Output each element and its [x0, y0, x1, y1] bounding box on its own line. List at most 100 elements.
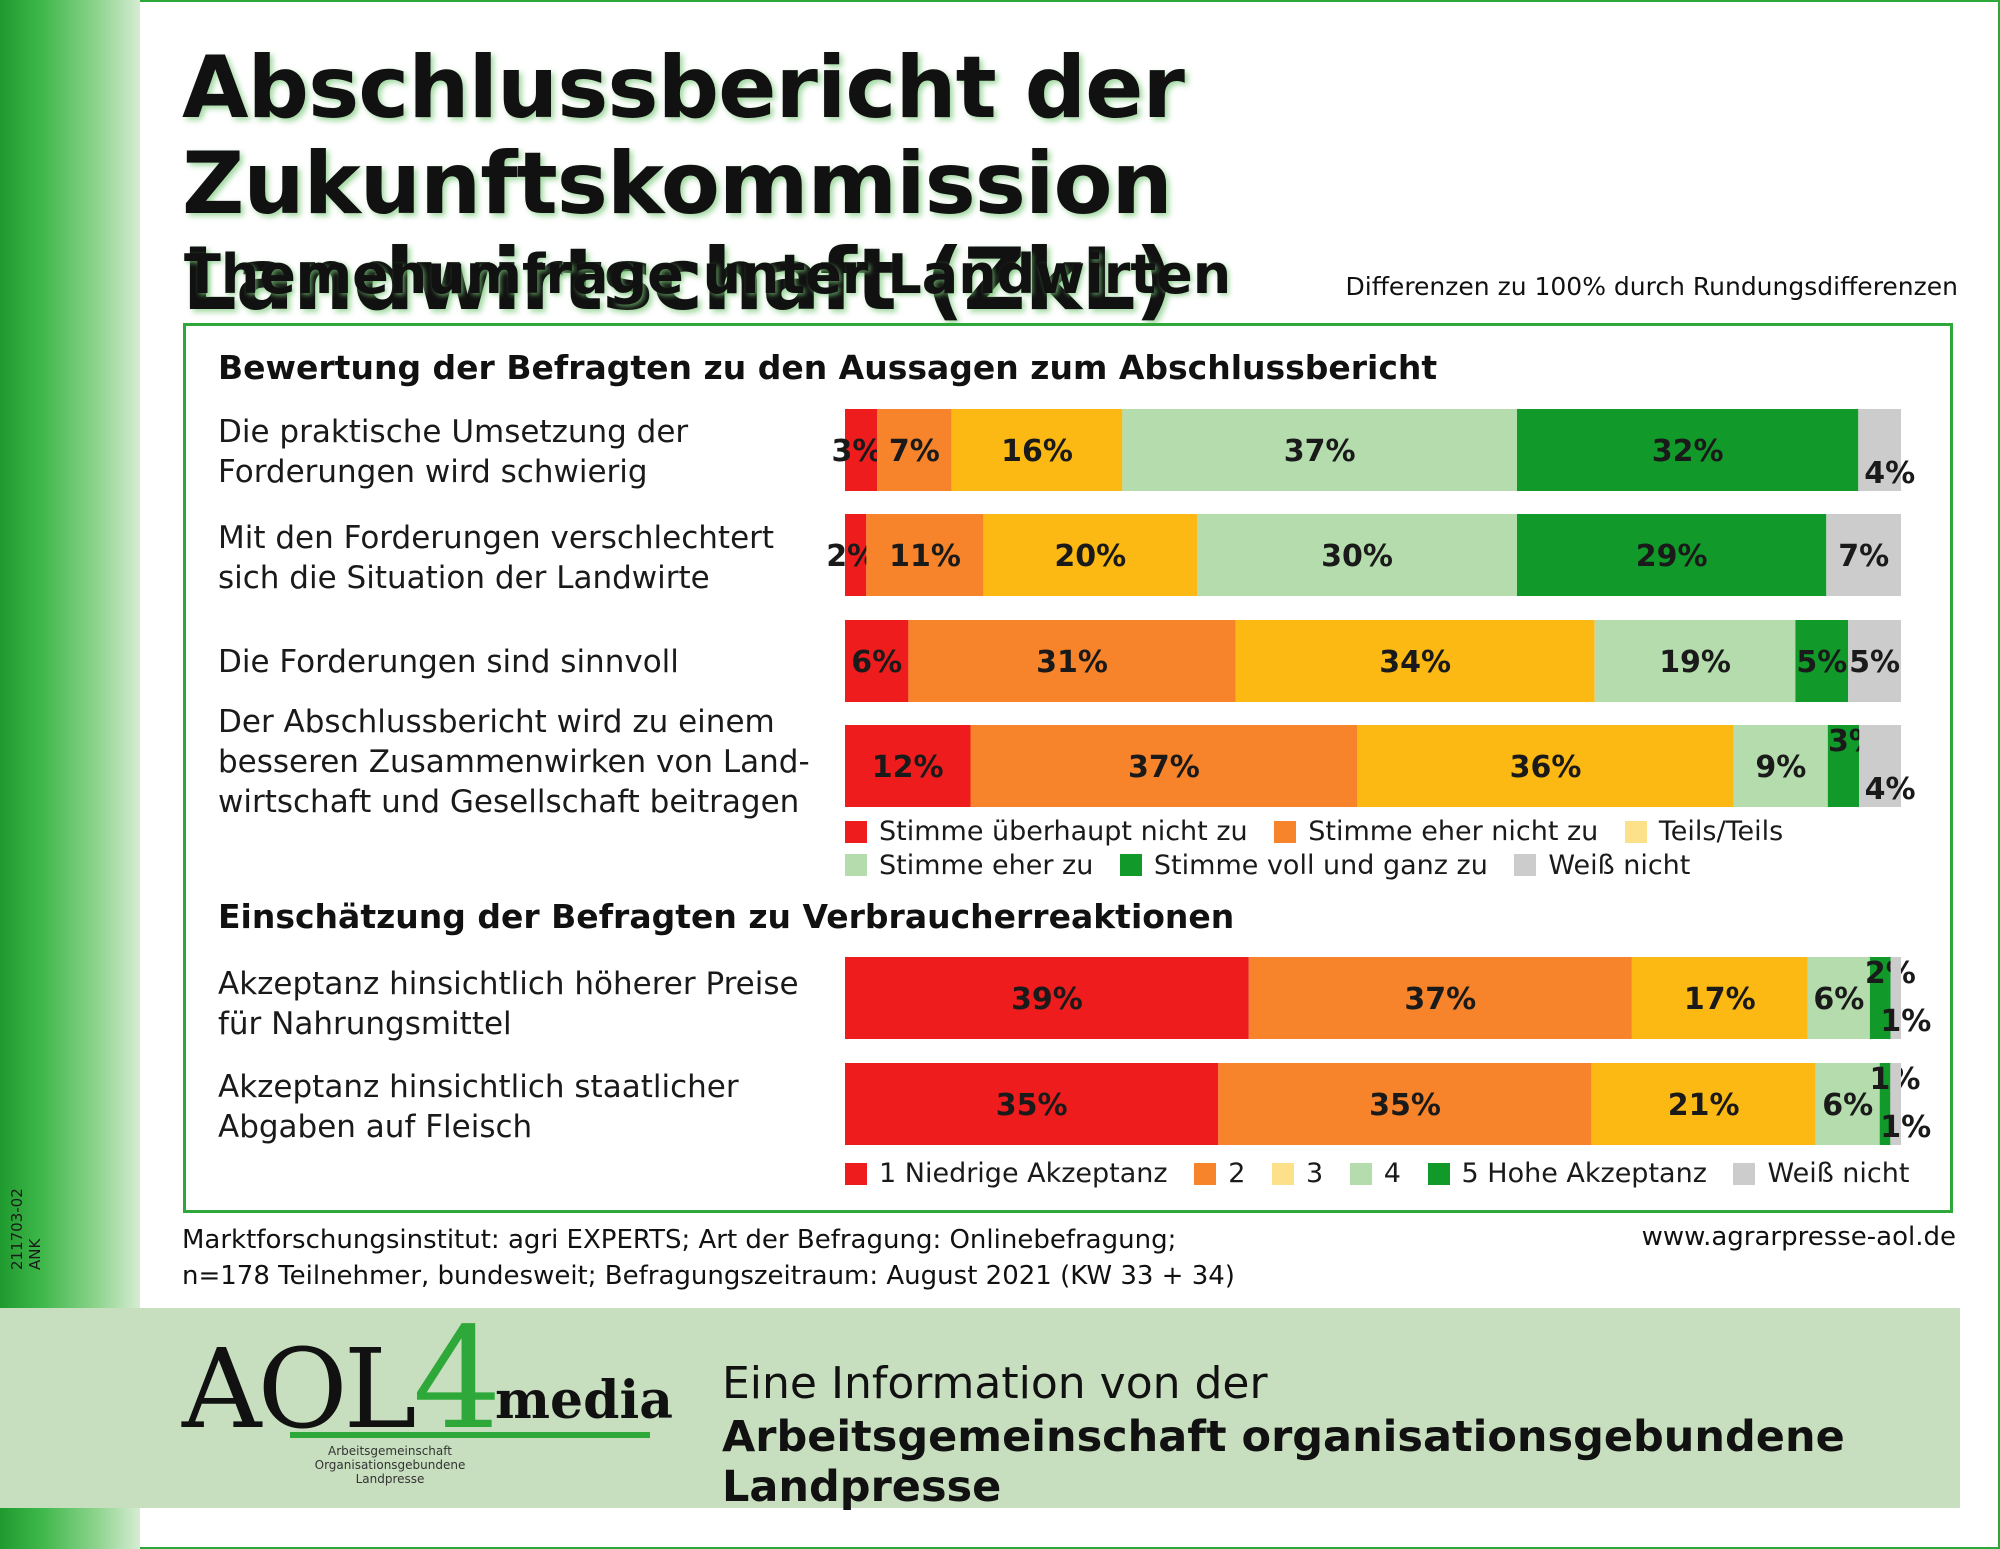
row-label-line: Der Abschlussbericht wird zu einem [218, 704, 775, 740]
row-label-line: besseren Zusammenwirken von Land- [218, 744, 810, 780]
row-label-line: Die Forderungen sind sinnvoll [218, 644, 679, 680]
website-link[interactable]: www.agrarpresse-aol.de [1641, 1222, 1956, 1252]
legend-label: 3 [1305, 1158, 1324, 1189]
source-line-2: n=178 Teilnehmer, bundesweit; Befragungs… [182, 1261, 1235, 1291]
bar-segment [1517, 514, 1827, 596]
bar-value-label: 6% [1822, 1088, 1873, 1123]
logo-subtext: Arbeitsgemeinschaft Organisationsgebunde… [290, 1444, 490, 1486]
legend-swatch [1427, 1162, 1450, 1185]
row-label-line: Forderungen wird schwierig [218, 454, 648, 490]
bar-value-label: 5% [1796, 645, 1847, 680]
row-label-line: sich die Situation der Landwirte [218, 560, 710, 596]
bar-segment [1218, 1063, 1592, 1145]
row-label-line: Abgaben auf Fleisch [218, 1109, 533, 1145]
legend-item: Teils/Teils [1624, 816, 1784, 847]
row-label-s1-0: Die praktische Umsetzung der Forderungen… [218, 412, 688, 492]
bar-value-label: 20% [1054, 539, 1126, 574]
bar-value-label: 19% [1659, 645, 1731, 680]
bar-value-label: 2% [1865, 956, 1916, 991]
bar-value-label: 1% [1880, 1110, 1931, 1145]
footer-line-1: Eine Information von der [722, 1358, 1268, 1409]
bar-value-label: 5% [1849, 645, 1900, 680]
bar-value-label: 17% [1684, 982, 1756, 1017]
bar-value-label: 39% [1011, 982, 1083, 1017]
bar-value-label: 35% [1369, 1088, 1441, 1123]
legend-label: 4 [1383, 1158, 1401, 1189]
bar-value-label: 9% [1755, 750, 1806, 785]
bar-segment [970, 725, 1358, 807]
bar-segment [1815, 1063, 1880, 1145]
legend-swatch [1624, 820, 1647, 843]
section-title-1: Bewertung der Befragten zu den Aussagen … [218, 348, 1438, 387]
bar-segment [845, 725, 971, 807]
bar-value-label: 12% [872, 750, 944, 785]
bar-value-label: 35% [996, 1088, 1068, 1123]
legend-label: 2 [1228, 1158, 1246, 1189]
legend-swatch [1194, 1162, 1217, 1185]
bar-value-label: 34% [1379, 645, 1451, 680]
bar-segment [1795, 620, 1849, 702]
legend-item: 1 Niedrige Akzeptanz [845, 1158, 1168, 1189]
bar-value-label: 30% [1321, 539, 1393, 574]
source-note: Marktforschungsinstitut: agri EXPERTS; A… [182, 1222, 1235, 1294]
row-label-line: Akzeptanz hinsichtlich staatlicher [218, 1069, 739, 1105]
bar-segment [1890, 1063, 1901, 1145]
bar-value-label: 37% [1128, 750, 1200, 785]
row-label-s1-3: Der Abschlussbericht wird zu einem besse… [218, 702, 810, 822]
row-label-line: für Nahrungsmittel [218, 1006, 512, 1042]
logo-four: 4 [412, 1298, 502, 1461]
legend-label: Teils/Teils [1658, 816, 1784, 847]
bar-segment [1631, 957, 1808, 1039]
bar-value-label: 21% [1668, 1088, 1740, 1123]
bar-segment [1848, 620, 1901, 702]
bar-segment [1859, 725, 1901, 807]
title-line-2: Landwirtschaft (ZkL) [182, 230, 1174, 330]
legend-1: Stimme überhaupt nicht zu Stimme eher ni… [845, 816, 1801, 883]
legend-swatch [1733, 1162, 1756, 1185]
legend-item: 4 [1349, 1158, 1401, 1189]
legend-swatch [1274, 820, 1297, 843]
legend-swatch [1349, 1162, 1372, 1185]
legend-swatch [1514, 854, 1537, 876]
legend-label: Stimme voll und ganz zu [1153, 849, 1488, 881]
row-label-s1-1: Mit den Forderungen verschlechtert sich … [218, 518, 774, 598]
bar-value-label: 29% [1636, 539, 1708, 574]
rounding-note: Differenzen zu 100% durch Rundungsdiffer… [1345, 272, 1958, 301]
bar-value-label: 36% [1510, 750, 1582, 785]
legend-label: Weiß nicht [1767, 1158, 1910, 1189]
bar-segment [1890, 957, 1901, 1039]
bar-segment [877, 409, 952, 491]
bar-value-label: 11% [889, 539, 961, 574]
bar-value-label: 7% [1838, 539, 1889, 574]
bar-value-label: 16% [1001, 434, 1073, 469]
legend-label: 5 Hohe Akzeptanz [1461, 1158, 1707, 1189]
legend-label: Stimme überhaupt nicht zu [879, 816, 1248, 847]
bar-segment [1826, 514, 1901, 596]
bar-value-label: 3% [832, 434, 883, 469]
bar-segment [1594, 620, 1796, 702]
bar-segment [1235, 620, 1595, 702]
page-subtitle: Themenumfrage unter Landwirten [184, 243, 1232, 306]
logo-subtext-line: Landpresse [355, 1472, 425, 1486]
legend-label: Stimme eher zu [879, 849, 1094, 881]
logo-media: media [495, 1370, 673, 1431]
row-label-s2-1: Akzeptanz hinsichtlich staatlicher Abgab… [218, 1067, 739, 1147]
bar-value-label: 31% [1036, 645, 1108, 680]
bar-value-label: 37% [1284, 434, 1356, 469]
bar-value-label: 4% [1865, 772, 1916, 807]
source-line-1: Marktforschungsinstitut: agri EXPERTS; A… [182, 1225, 1177, 1255]
legend-swatch [845, 1162, 867, 1185]
row-label-s2-0: Akzeptanz hinsichtlich höherer Preise fü… [218, 964, 799, 1044]
logo-subtext-line: Organisationsgebundene [314, 1458, 466, 1472]
legend-swatch [1119, 854, 1142, 876]
legend-2: 1 Niedrige Akzeptanz 2 3 4 5 Hohe Akzept… [845, 1158, 1927, 1192]
bar-segment [951, 409, 1123, 491]
bar-segment [845, 620, 909, 702]
legend-label: Weiß nicht [1548, 849, 1691, 881]
bar-segment [866, 514, 984, 596]
bar-value-label: 37% [1404, 982, 1476, 1017]
legend-item: Stimme eher nicht zu [1274, 816, 1598, 847]
bar-segment [845, 409, 877, 491]
bar-segment [1858, 409, 1901, 491]
